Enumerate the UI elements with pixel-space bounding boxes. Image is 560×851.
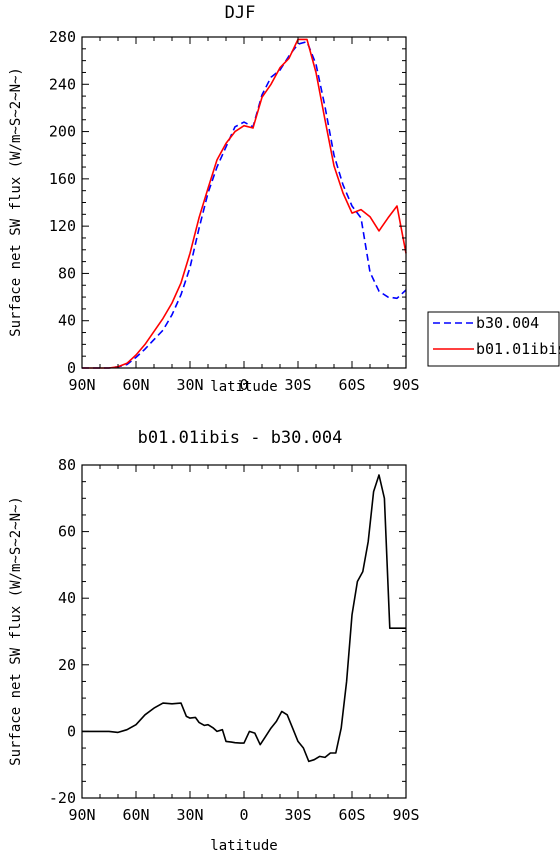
top-x-axis-label: latitude xyxy=(210,379,277,395)
y-tick-label: 40 xyxy=(58,589,76,607)
y-tick-label: 280 xyxy=(49,28,76,46)
y-tick-label: 200 xyxy=(49,123,76,141)
bottom-y-axis-label: Surface net SW flux (W/m~S~2~N~) xyxy=(8,496,24,766)
series-line-b01.01ibis xyxy=(82,38,407,369)
top-plot-frame xyxy=(81,36,407,369)
y-tick-label: 160 xyxy=(49,170,76,188)
y-tick-label: 0 xyxy=(67,359,76,377)
bottom-chart-title: b01.01ibis - b30.004 xyxy=(138,428,343,448)
legend-label-b01.01ibis: b01.01ibis xyxy=(476,340,560,358)
top-chart-title: DJF xyxy=(225,3,256,23)
x-tick-label: 0 xyxy=(239,376,248,394)
bottom-x-axis-label: latitude xyxy=(210,838,277,851)
y-tick-label: 80 xyxy=(58,264,76,282)
legend-box xyxy=(427,311,560,367)
x-tick-label: 30N xyxy=(176,376,203,394)
series-line-b30.004 xyxy=(82,40,407,369)
x-tick-label: 0 xyxy=(239,806,248,824)
y-tick-label: -20 xyxy=(49,789,76,807)
y-tick-label: 0 xyxy=(67,722,76,740)
x-tick-label: 30S xyxy=(284,376,311,394)
x-tick-label: 30N xyxy=(176,806,203,824)
y-tick-label: 120 xyxy=(49,217,76,235)
x-tick-label: 60N xyxy=(122,806,149,824)
x-tick-label: 90N xyxy=(68,376,95,394)
y-tick-label: 240 xyxy=(49,75,76,93)
x-tick-label: 60N xyxy=(122,376,149,394)
x-tick-label: 60S xyxy=(338,376,365,394)
bottom-panel: b01.01ibis - b30.004 90N 60N 30N 0 30S 60S 90S… xyxy=(8,428,420,851)
y-tick-label: 80 xyxy=(58,456,76,474)
y-tick-label: 20 xyxy=(58,656,76,674)
bottom-plot-frame xyxy=(81,464,407,799)
y-tick-label: 40 xyxy=(58,312,76,330)
x-tick-label: 30S xyxy=(284,806,311,824)
x-tick-label: 90N xyxy=(68,806,95,824)
y-tick-label: 60 xyxy=(58,523,76,541)
series-line-difference xyxy=(82,474,406,763)
x-tick-label: 90S xyxy=(392,376,419,394)
x-tick-label: 90S xyxy=(392,806,419,824)
legend-label-b30.004: b30.004 xyxy=(476,314,539,332)
top-panel: DJF 90N 60N 30N 0 30S 60S 90S 0 40 80 120 160 200 240… xyxy=(8,3,560,395)
legend: b30.004 b01.01ibis xyxy=(427,311,560,367)
x-tick-label: 60S xyxy=(338,806,365,824)
top-y-axis-label: Surface net SW flux (W/m~S~2~N~) xyxy=(8,67,24,337)
